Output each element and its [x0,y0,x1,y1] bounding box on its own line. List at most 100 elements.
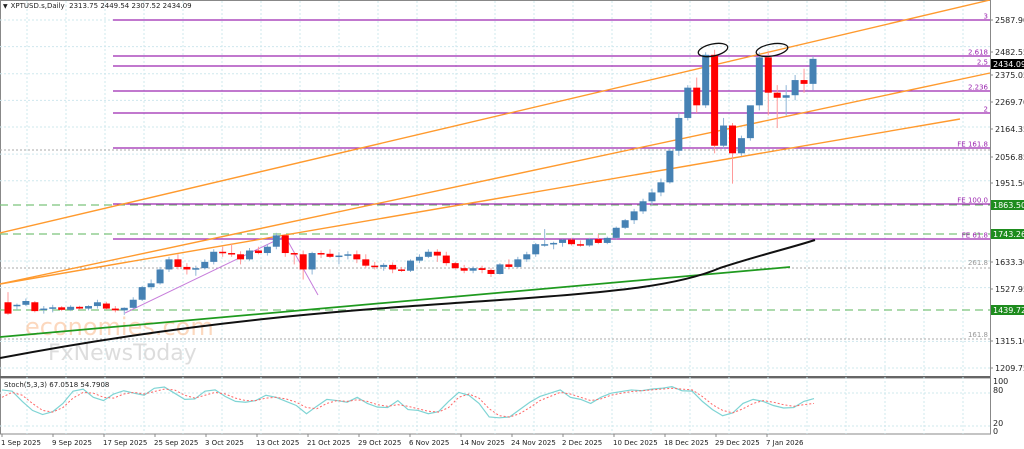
bull-candle [272,235,280,247]
bull-candle [523,254,531,260]
bull-candle [380,264,388,267]
symbol-label: XPTUSD.s,Daily [10,2,65,10]
ellipse-top-1[interactable] [697,41,729,59]
moving-average-line [0,239,816,359]
stoch-level-label: 80 [993,386,1003,395]
bull-candle [585,239,593,246]
price-tick-label: 2587.90 [995,16,1024,25]
price-tick-label: 1315.10 [995,337,1024,346]
bull-candle [192,268,200,270]
bull-candle [648,192,656,202]
bull-candle [469,268,477,271]
price-tag [991,59,1024,69]
fib-level-label: 3 [984,13,988,21]
bull-candle [791,80,799,96]
date-label: 9 Sep 2025 [52,439,92,447]
bear-candle [58,307,66,310]
bear-candle [442,255,450,264]
bull-candle [514,259,522,267]
bear-candle [478,268,486,270]
green-trendline [0,266,791,338]
price-tag-label: 2434.09 [993,60,1024,69]
bear-candle [568,239,575,245]
bear-candle [773,92,781,98]
bull-candle [165,259,173,270]
bull-candle [263,246,271,254]
price-tag [991,305,1024,315]
channel-upper [0,72,991,285]
bull-candle [684,87,692,118]
stoch-main-line [1,386,815,419]
date-label: 18 Dec 2025 [664,439,709,447]
date-label: 17 Sep 2025 [103,439,147,447]
bull-candle [13,304,21,307]
date-label: 10 Dec 2025 [613,439,658,447]
bear-candle [505,264,513,267]
dropdown-triangle-icon[interactable]: ▼ [3,3,8,10]
price-tag [991,200,1024,210]
bull-candle [308,253,316,270]
fib-level-label: 2.618 [968,49,988,57]
bull-candle [67,306,75,310]
bear-candle [299,254,307,270]
price-tick-label: 2269.70 [995,98,1024,107]
fe-grey-label: 161.8 [968,331,988,339]
date-label: 13 Oct 2025 [256,439,299,447]
price-tag-label: 1863.50 [993,201,1024,210]
bull-candle [675,117,683,151]
bull-candle [666,150,674,183]
bull-candle [49,307,57,309]
bull-candle [40,308,48,311]
fib-level-label: 2.236 [968,84,989,92]
fib-level-label: FE 61.8 [962,232,988,240]
price-tag [991,229,1024,239]
bull-candle [639,201,647,212]
bear-candle [594,239,602,243]
price-tick-label: 2482.55 [995,48,1024,57]
bull-candle [344,254,352,256]
bear-candle [451,263,459,269]
date-label: 25 Sep 2025 [154,439,198,447]
date-label: 6 Nov 2025 [409,439,449,447]
bull-candle [496,264,504,274]
bull-candle [335,255,343,258]
bear-candle [460,268,468,271]
price-tick-label: 2164.35 [995,125,1024,134]
bull-candle [559,239,567,243]
bear-candle [219,251,227,254]
bear-candle [729,125,736,154]
stochastic-panel [1,386,815,419]
bear-candle [254,250,262,254]
fe-grey-label: 261.8 [968,259,988,267]
bull-candle [415,256,423,261]
fib-level-label: FE 100.0 [957,197,988,205]
bull-candle [746,105,754,139]
price-tick-label: 1209.75 [995,364,1024,373]
bull-candle [210,251,218,262]
bull-candle [407,260,414,271]
bull-candle [156,269,164,284]
bear-candle [371,265,379,268]
stoch-level-label: 20 [993,419,1003,428]
ellipse-top-2[interactable] [755,41,789,58]
price-tick-label: 1633.30 [995,258,1024,267]
bull-candle [630,211,638,221]
bull-candle [201,261,209,269]
trendlines [0,0,991,359]
bear-candle [711,54,719,146]
bear-candle [800,80,808,84]
channel-upper-2 [0,0,991,234]
bull-candle [755,57,763,106]
bull-candle [603,237,611,243]
bull-candle [702,54,710,106]
bull-candle [612,227,620,238]
ohlc-values: 2313.75 2449.54 2307.52 2434.09 [69,2,192,10]
bear-candle [362,259,370,266]
price-axis: 2587.90 2482.55 2375.05 2269.70 2164.35 2056.… [990,0,1024,436]
bear-candle [31,302,39,312]
bull-candle [22,301,30,305]
bear-candle [317,253,325,255]
bear-candle [102,303,110,309]
bull-candle [532,244,540,255]
bull-candle [120,307,128,311]
